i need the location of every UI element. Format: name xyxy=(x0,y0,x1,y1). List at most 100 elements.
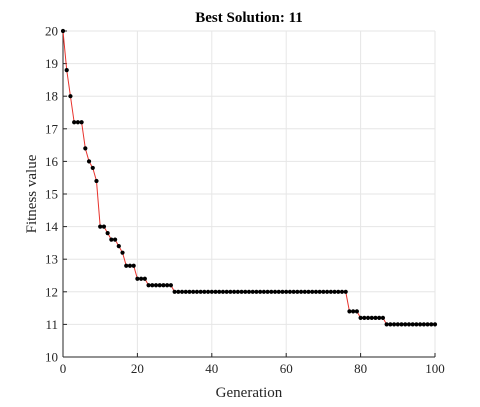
data-point xyxy=(265,289,270,294)
data-point xyxy=(362,315,367,320)
y-tick-label: 18 xyxy=(45,89,58,104)
data-point xyxy=(142,276,147,281)
data-point xyxy=(377,315,382,320)
data-point xyxy=(98,224,103,229)
data-point xyxy=(153,283,159,288)
y-axis-title: Fitness value xyxy=(24,154,40,233)
data-point xyxy=(64,68,69,73)
data-point xyxy=(109,237,114,242)
data-point xyxy=(198,289,203,294)
data-point xyxy=(124,263,129,268)
data-point xyxy=(157,283,162,288)
data-point xyxy=(243,289,248,294)
data-point xyxy=(280,289,285,294)
data-point xyxy=(105,231,110,236)
data-point xyxy=(228,289,233,294)
data-point xyxy=(261,289,266,294)
data-point xyxy=(421,322,426,327)
y-tick-label: 12 xyxy=(45,284,58,299)
data-point xyxy=(127,263,133,268)
data-point xyxy=(336,289,341,294)
data-point xyxy=(112,237,118,242)
data-point xyxy=(168,283,173,288)
data-point xyxy=(60,28,66,34)
data-point xyxy=(191,289,196,294)
data-point xyxy=(235,289,240,294)
data-point xyxy=(72,120,77,125)
data-point xyxy=(388,322,393,327)
data-point xyxy=(202,289,207,294)
series-best-fitness xyxy=(60,28,438,327)
y-tick-label: 19 xyxy=(45,56,58,71)
y-tick-label: 20 xyxy=(45,24,58,39)
data-point xyxy=(165,283,170,288)
data-point xyxy=(287,289,293,294)
data-point xyxy=(295,289,300,294)
data-point xyxy=(116,244,121,249)
data-point xyxy=(406,322,412,327)
data-point xyxy=(284,289,289,294)
data-point xyxy=(365,315,371,320)
data-point xyxy=(313,289,319,294)
data-point xyxy=(250,289,255,294)
data-point xyxy=(131,263,136,268)
data-point xyxy=(139,276,144,281)
data-point xyxy=(172,289,177,294)
data-point xyxy=(94,178,99,184)
data-point xyxy=(205,289,211,294)
data-point xyxy=(432,322,438,327)
data-point xyxy=(347,309,352,314)
data-point xyxy=(79,120,84,125)
data-point xyxy=(209,289,214,294)
data-point xyxy=(150,283,155,288)
data-point xyxy=(258,289,263,294)
data-point xyxy=(75,120,80,125)
data-point xyxy=(384,322,389,327)
data-point xyxy=(83,146,88,151)
data-point xyxy=(410,322,415,327)
data-point xyxy=(239,289,244,294)
x-axis-title: Generation xyxy=(216,385,283,401)
data-point xyxy=(418,322,423,327)
x-tick-label: 80 xyxy=(354,361,367,376)
data-point xyxy=(246,289,252,294)
data-point xyxy=(276,289,281,294)
data-point xyxy=(306,289,311,294)
data-point xyxy=(354,309,359,314)
data-point xyxy=(328,289,333,294)
data-point xyxy=(325,289,330,294)
data-point xyxy=(254,289,259,294)
x-tick-label: 100 xyxy=(425,361,445,376)
data-point xyxy=(220,289,226,294)
data-point xyxy=(302,289,307,294)
axes xyxy=(62,30,436,358)
data-point xyxy=(291,289,296,294)
data-point xyxy=(403,322,408,327)
data-point xyxy=(176,289,181,294)
data-point xyxy=(425,322,430,327)
data-point xyxy=(183,289,188,294)
y-tick-label: 11 xyxy=(45,317,58,332)
data-point xyxy=(232,289,237,294)
data-point xyxy=(135,276,140,281)
data-point xyxy=(399,322,404,327)
x-tick-label: 0 xyxy=(60,361,67,376)
data-point xyxy=(373,315,378,320)
data-point xyxy=(269,289,274,294)
y-tick-label: 10 xyxy=(45,350,58,365)
data-point xyxy=(194,289,200,294)
data-point xyxy=(395,322,400,327)
data-point xyxy=(146,283,151,288)
data-point xyxy=(391,322,397,327)
data-point xyxy=(224,289,229,294)
data-point xyxy=(101,224,107,229)
chart-title: Best Solution: 11 xyxy=(195,10,303,26)
data-point xyxy=(187,289,192,294)
data-point xyxy=(68,94,73,99)
data-point xyxy=(358,315,363,320)
data-point xyxy=(429,322,434,327)
y-tick-label: 16 xyxy=(45,154,59,169)
data-point xyxy=(272,289,278,294)
data-point xyxy=(414,322,419,327)
